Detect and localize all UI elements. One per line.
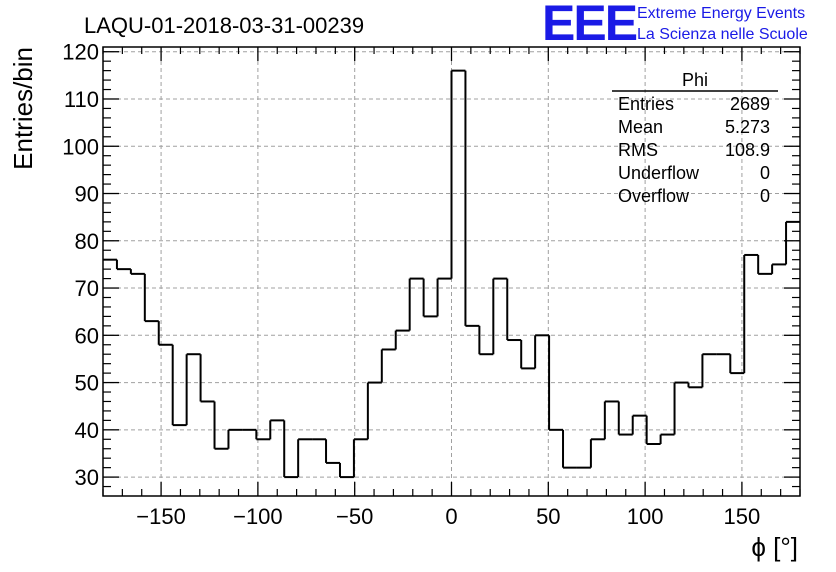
stats-row-value: 5.273	[725, 117, 770, 137]
eee-logo-line1: Extreme Energy Events	[637, 5, 805, 22]
x-tick-label: 0	[445, 504, 457, 529]
stats-row-value: 0	[760, 163, 770, 183]
stats-row-value: 0	[760, 186, 770, 206]
x-tick-label: 50	[536, 504, 560, 529]
stats-rows: Entries 2689 Mean 5.273 RMS 108.9 Underflow 0 Ov…	[618, 94, 770, 206]
stats-title: Phi	[682, 70, 708, 90]
x-tick-labels: −150 −100 −50 0 50 100 150	[136, 504, 760, 529]
stats-row-label: Entries	[618, 94, 674, 114]
y-tick-label: 120	[62, 40, 99, 65]
x-tick-label: −100	[233, 504, 283, 529]
chart-title: LAQU-01-2018-03-31-00239	[84, 13, 364, 38]
stats-box: Phi Entries 2689 Mean 5.273 RMS 108.9 Underflo…	[612, 70, 778, 206]
x-tick-label: −150	[136, 504, 186, 529]
y-tick-label: 50	[75, 371, 99, 396]
y-axis-title: Entries/bin	[8, 47, 38, 170]
stats-row-value: 108.9	[725, 140, 770, 160]
x-tick-label: −50	[336, 504, 373, 529]
stats-row-label: Underflow	[618, 163, 700, 183]
x-axis-title: ϕ [°]	[751, 532, 798, 562]
eee-logo: EEE Extreme Energy Events La Scienza nel…	[542, 0, 808, 51]
stats-row-value: 2689	[730, 94, 770, 114]
stats-row-label: Mean	[618, 117, 663, 137]
y-tick-label: 90	[75, 182, 99, 207]
x-tick-label: 100	[627, 504, 664, 529]
histogram-bins	[103, 69, 800, 479]
y-tick-labels: 30 40 50 60 70 80 90 100 110 120	[62, 40, 99, 490]
y-tick-label: 80	[75, 229, 99, 254]
y-tick-label: 40	[75, 418, 99, 443]
y-tick-label: 30	[75, 465, 99, 490]
y-tick-label: 110	[64, 87, 99, 112]
y-tick-label: 60	[75, 323, 99, 348]
x-tick-label: 150	[724, 504, 761, 529]
eee-logo-line2: La Scienza nelle Scuole	[637, 26, 808, 43]
axis-ticks	[102, 47, 801, 496]
stats-row-label: RMS	[618, 140, 658, 160]
stats-row-label: Overflow	[618, 186, 690, 206]
y-tick-label: 100	[62, 134, 99, 159]
y-tick-label: 70	[75, 276, 99, 301]
eee-logo-mark: EEE	[542, 0, 637, 51]
